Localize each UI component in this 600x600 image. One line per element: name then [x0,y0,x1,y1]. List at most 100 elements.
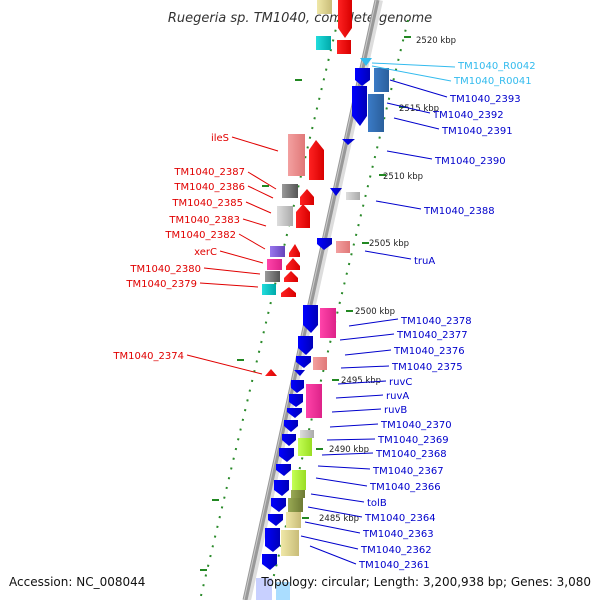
leader-line [344,349,392,356]
gene-box [276,582,290,600]
gene-label-ruvA[interactable]: ruvA [386,391,409,402]
gene-label-xerC[interactable]: xerC [194,247,217,258]
leader-line [321,452,374,456]
leader-line [309,545,357,565]
gene-label[interactable]: TM1040_2364 [364,513,436,524]
leader-line [331,408,382,413]
gene-arrow [294,370,305,376]
leader-line [304,521,361,534]
leader-line [389,79,448,98]
gene-box [282,184,298,198]
map-title: Ruegeria sp. TM1040, complete genome [168,11,432,26]
gene-arrow [262,554,277,570]
gene-label[interactable]: TM1040_2378 [400,316,472,327]
gene-arrow [284,420,298,432]
gene-box [306,384,322,418]
gene-label[interactable]: TM1040_2390 [434,156,506,167]
leader-line [219,250,264,264]
gene-label[interactable]: TM1040_2379 [125,279,197,290]
gene-box [368,94,384,132]
gene-arrow [282,434,296,446]
gene-label[interactable]: TM1040_2362 [360,545,432,556]
gene-label[interactable]: TM1040_2393 [449,94,521,105]
gene-arrow [265,369,277,376]
gene-box [292,470,306,490]
gene-label[interactable]: TM1040_2370 [380,420,452,431]
scale-label: 2485 kbp [319,514,359,524]
gene-label[interactable]: TM1040_2391 [441,126,513,137]
leader-line [247,185,274,199]
gene-label[interactable]: TM1040_2363 [362,529,434,540]
gene-label[interactable]: TM1040_2377 [396,330,468,341]
leader-line [242,218,267,227]
gene-label[interactable]: TM1040_2376 [393,346,465,357]
leader-line [307,506,363,518]
gene-label[interactable]: TM1040_2366 [369,482,441,493]
gene-label[interactable]: TM1040_2387 [173,167,245,178]
gene-arrow [342,139,355,145]
gene-arrow [274,480,289,496]
gene-arrow [317,238,332,250]
gene-label[interactable]: TM1040_2385 [171,198,243,209]
leader-line [203,267,261,275]
forward-strand [262,0,352,376]
leader-line [247,171,277,190]
leader-line [238,233,266,250]
leader-line [300,535,359,550]
gene-label[interactable]: TM1040_2392 [432,110,504,121]
gene-arrow [291,380,304,393]
gene-arrow [298,336,313,355]
gene-label[interactable]: TM1040_2380 [129,264,201,275]
gene-label-tolB[interactable]: tolB [367,498,387,509]
leader-line [386,102,431,114]
gene-label[interactable]: TM1040_2367 [372,466,444,477]
scale-label: 2495 kbp [341,376,381,386]
accession-text: Accession: NC_008044 [9,575,145,589]
gene-label[interactable]: TM1040_2386 [173,182,245,193]
gene-arrow [286,258,300,270]
gene-label[interactable]: TM1040_2361 [358,560,430,571]
gene-label-rna[interactable]: TM1040_R0041 [453,76,532,87]
gene-label[interactable]: TM1040_2382 [164,230,236,241]
gene-label-ruvB[interactable]: ruvB [384,405,407,416]
gene-label[interactable]: TM1040_2388 [423,206,495,217]
gene-box [337,40,351,54]
gene-arrow [279,448,294,462]
gene-label-ileS[interactable]: ileS [211,133,229,144]
leader-line [393,117,440,130]
gene-label[interactable]: TM1040_2368 [375,449,447,460]
gene-label[interactable]: TM1040_2374 [112,351,184,362]
scale-label: 2510 kbp [383,172,423,182]
forward-labels: ileS TM1040_2387 TM1040_2386 TM1040_2385… [112,133,279,375]
leader-line [371,65,452,82]
gene-label-truA[interactable]: truA [414,256,435,267]
leader-line [371,62,456,68]
gene-box [291,490,305,498]
gene-box [262,284,276,295]
gene-label-ruvC[interactable]: ruvC [389,377,412,388]
leader-line [339,333,395,341]
gene-box [270,246,285,257]
reverse-strand [256,58,389,600]
gene-arrow [271,498,286,512]
gene-box [316,36,331,50]
leader-line [348,318,399,327]
gene-box [288,134,305,176]
gene-box [267,259,282,270]
gene-arrow [309,140,324,180]
gene-label-rna[interactable]: TM1040_R0042 [457,61,536,72]
leader-line [364,250,412,260]
scale-labels: 2520 kbp 2515 kbp 2510 kbp 2505 kbp 2500… [319,36,456,524]
gene-box [300,430,314,438]
leader-line [315,477,368,487]
scale-label: 2520 kbp [416,36,456,46]
scale-label: 2490 kbp [329,445,369,455]
gene-box [313,357,327,370]
leader-line [199,282,259,288]
gene-label[interactable]: TM1040_2369 [377,435,449,446]
leader-line [337,380,387,385]
gene-label[interactable]: TM1040_2375 [391,362,463,373]
gene-label[interactable]: TM1040_2383 [168,215,240,226]
leader-line [231,136,279,152]
